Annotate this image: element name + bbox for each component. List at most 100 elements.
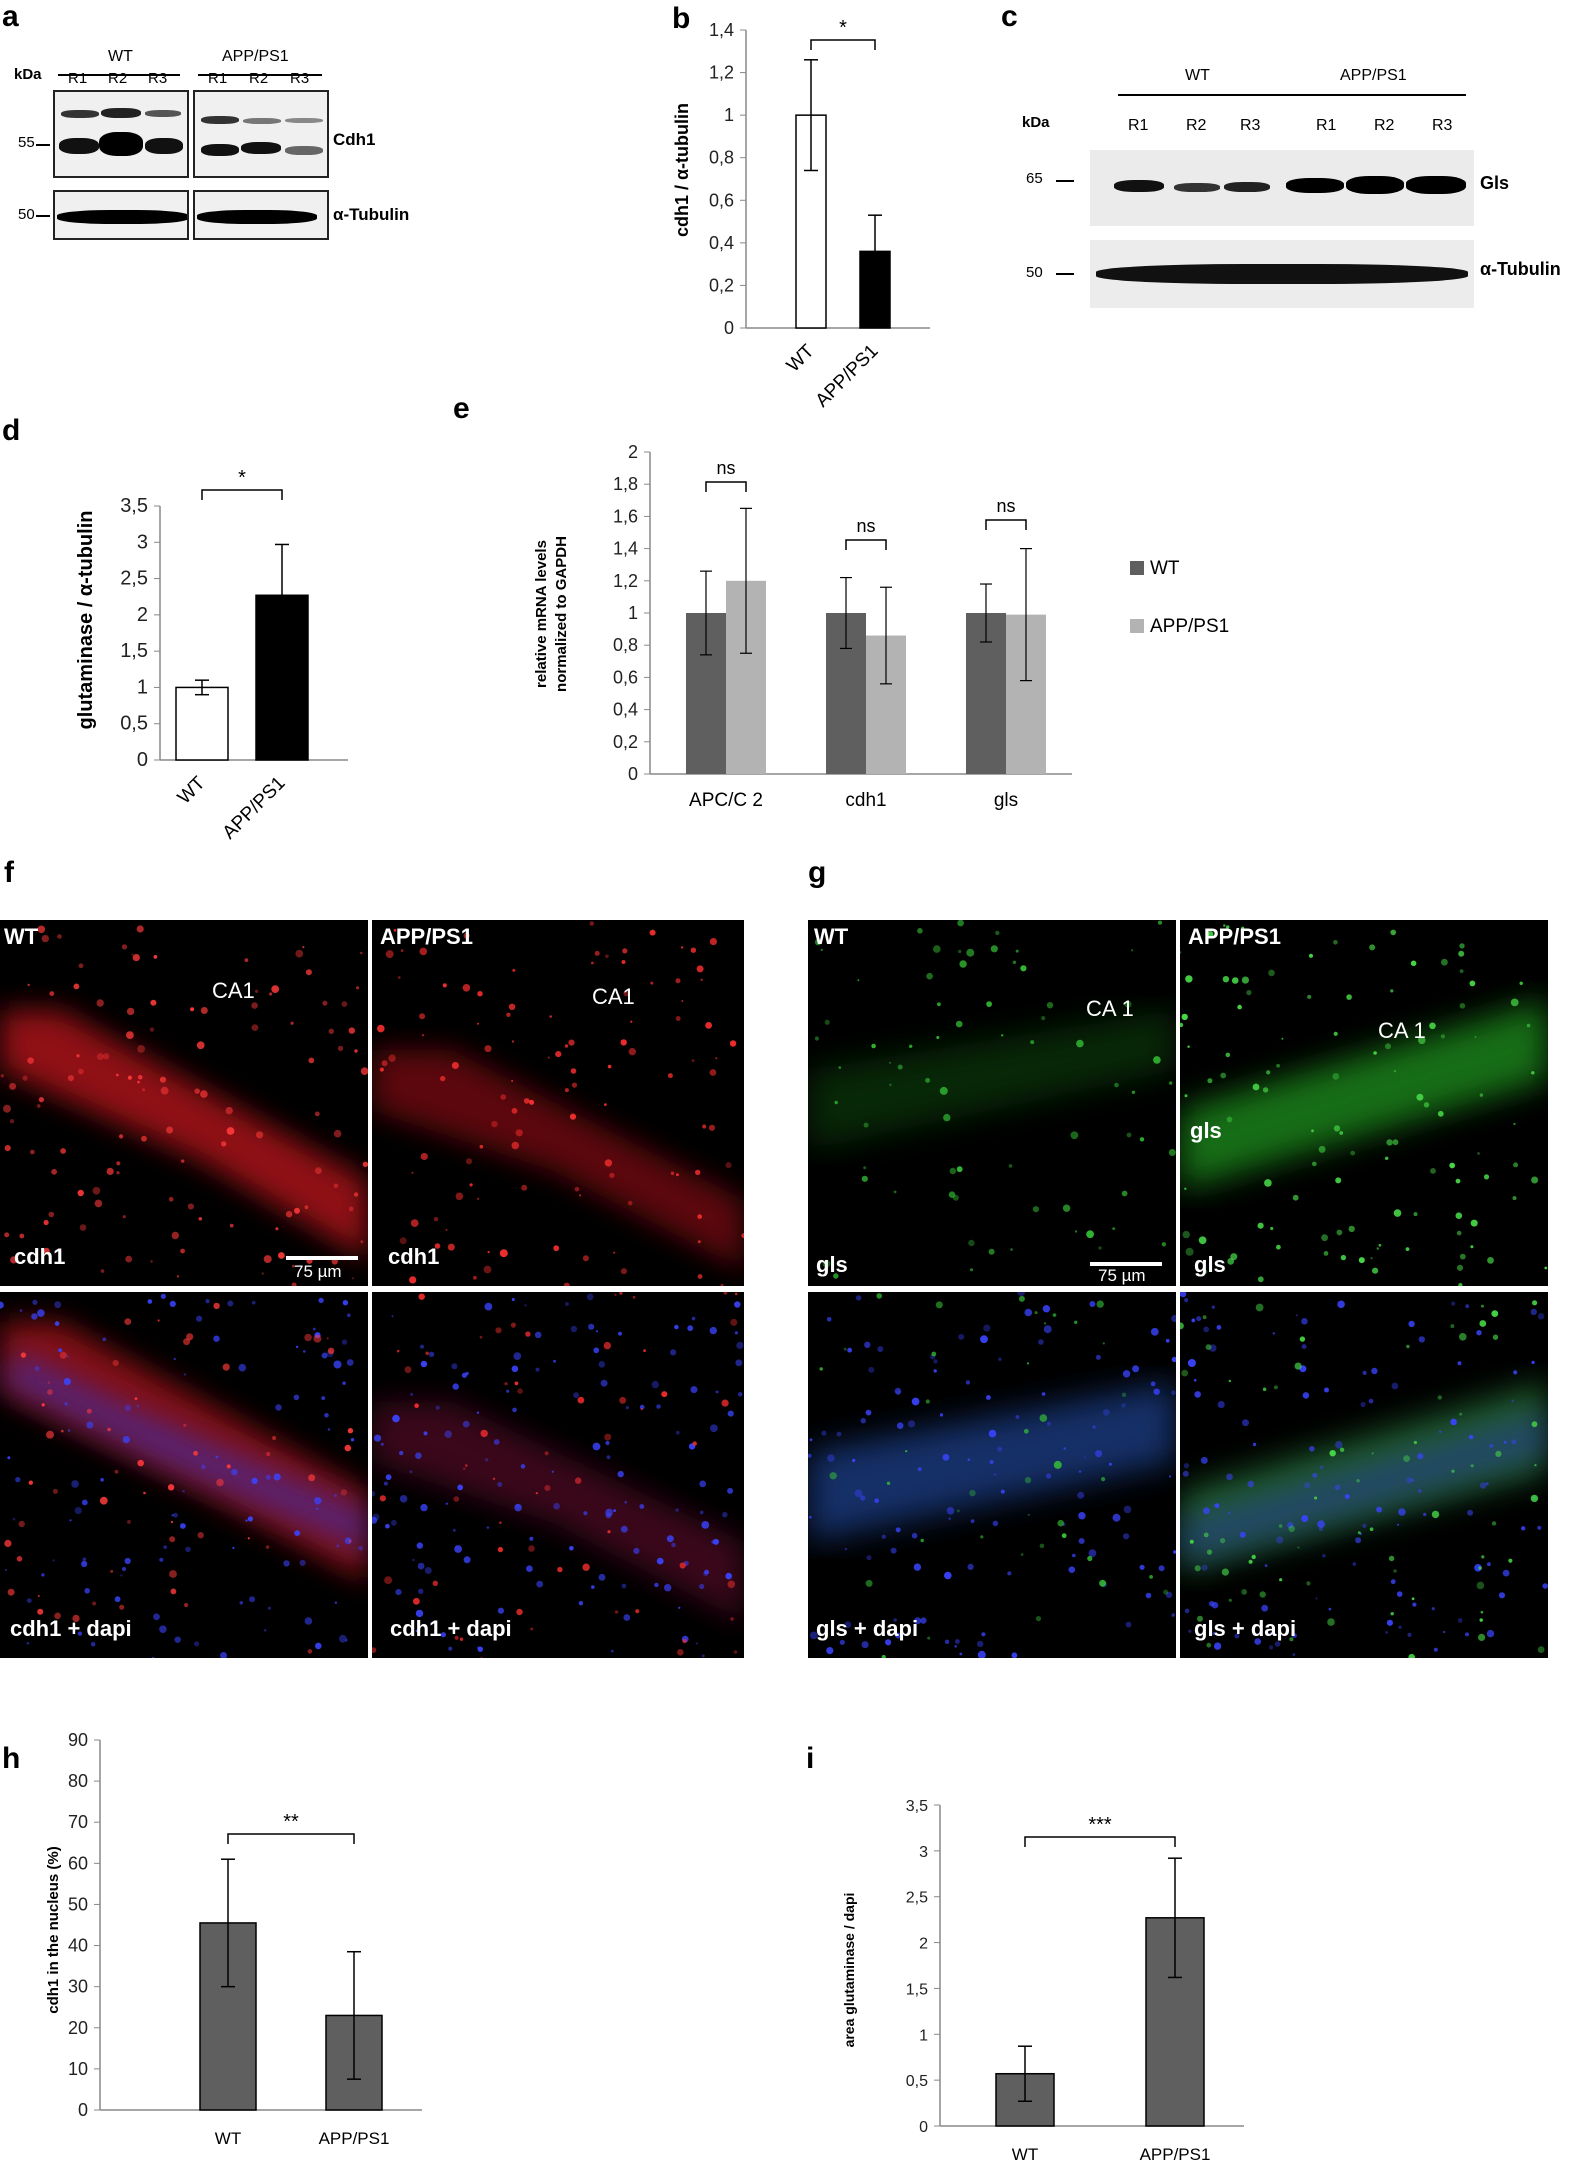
cell-speck bbox=[722, 1512, 728, 1518]
cell-speck bbox=[1139, 1564, 1145, 1570]
cell-speck bbox=[1530, 1308, 1537, 1316]
cell-speck bbox=[511, 1107, 518, 1114]
scale-bar-label: 75 µm bbox=[1098, 1266, 1146, 1285]
cell-speck bbox=[1103, 1409, 1110, 1416]
cell-speck bbox=[609, 1172, 615, 1179]
protein-label-tubulin: α-Tubulin bbox=[1480, 259, 1561, 279]
cell-speck bbox=[1530, 1494, 1539, 1503]
cell-speck bbox=[1168, 1475, 1172, 1478]
cell-speck bbox=[22, 1075, 28, 1081]
cell-speck bbox=[569, 1546, 574, 1551]
cell-speck bbox=[570, 1325, 578, 1333]
x-tick-label: WT bbox=[215, 2129, 241, 2148]
cell-speck bbox=[553, 1359, 557, 1363]
cell-speck bbox=[701, 1521, 710, 1529]
cell-speck bbox=[337, 1045, 344, 1052]
cell-speck bbox=[1355, 1537, 1362, 1544]
cell-speck bbox=[526, 1565, 533, 1572]
cell-speck bbox=[1184, 1187, 1187, 1190]
marker-65: 65 bbox=[1026, 170, 1043, 187]
cell-speck bbox=[589, 921, 595, 926]
cell-speck bbox=[535, 1367, 540, 1372]
cell-speck bbox=[1257, 1276, 1264, 1283]
cell-speck bbox=[1223, 924, 1226, 927]
cell-speck bbox=[705, 1022, 712, 1029]
cell-speck bbox=[114, 1596, 121, 1603]
cell-speck bbox=[30, 1149, 35, 1155]
cell-speck bbox=[1459, 969, 1464, 973]
y-tick-label: 2 bbox=[628, 442, 638, 462]
cell-speck bbox=[9, 1119, 15, 1124]
micrograph-f-app-merge bbox=[372, 1292, 744, 1658]
cell-speck bbox=[564, 1302, 569, 1306]
cell-speck bbox=[249, 1596, 256, 1603]
cell-speck bbox=[1449, 1162, 1456, 1169]
cell-speck bbox=[515, 1129, 523, 1137]
cell-speck bbox=[675, 1173, 679, 1177]
cell-speck bbox=[78, 1068, 84, 1075]
cell-speck bbox=[173, 1512, 178, 1518]
cell-speck bbox=[893, 1618, 897, 1622]
cell-speck bbox=[889, 1061, 892, 1064]
cell-speck bbox=[1041, 1016, 1046, 1021]
cell-speck bbox=[180, 1248, 186, 1254]
cell-speck bbox=[1455, 1178, 1461, 1184]
cell-speck bbox=[1057, 1519, 1064, 1527]
cell-speck bbox=[419, 947, 428, 956]
cell-speck bbox=[452, 1383, 459, 1390]
cell-speck bbox=[1407, 1632, 1412, 1637]
cell-speck bbox=[1112, 1227, 1116, 1230]
cell-speck bbox=[372, 1647, 377, 1653]
cell-speck bbox=[676, 1430, 680, 1435]
significance-mark: ns bbox=[996, 496, 1015, 516]
cell-speck bbox=[19, 1309, 23, 1312]
cell-speck bbox=[1203, 1326, 1210, 1333]
cell-speck bbox=[1479, 1093, 1484, 1097]
cell-speck bbox=[1226, 1473, 1233, 1481]
cell-speck bbox=[84, 1588, 90, 1594]
cell-speck bbox=[691, 1059, 695, 1062]
cell-speck bbox=[333, 1183, 339, 1189]
y-tick-label: 1 bbox=[628, 603, 638, 623]
cell-speck bbox=[396, 1349, 400, 1353]
cell-speck bbox=[1370, 1257, 1373, 1260]
x-tick-label: gls bbox=[994, 790, 1018, 811]
cell-speck bbox=[1171, 1613, 1175, 1617]
cell-speck bbox=[473, 1275, 477, 1280]
cell-speck bbox=[824, 1019, 830, 1025]
cell-speck bbox=[1321, 1234, 1328, 1242]
cell-speck bbox=[149, 1027, 155, 1032]
cell-speck bbox=[37, 1104, 41, 1108]
cell-speck bbox=[26, 1598, 32, 1603]
cell-speck bbox=[1318, 1527, 1323, 1531]
cell-speck bbox=[1161, 1242, 1167, 1247]
cell-speck bbox=[351, 1277, 354, 1280]
cell-speck bbox=[77, 1631, 83, 1636]
cell-speck bbox=[1360, 1401, 1366, 1408]
cell-speck bbox=[372, 1513, 380, 1521]
cell-speck bbox=[424, 1567, 432, 1574]
cell-speck bbox=[1185, 975, 1193, 983]
panel-letter-b: b bbox=[672, 2, 690, 35]
cell-speck bbox=[1465, 1304, 1470, 1309]
cell-speck bbox=[480, 1656, 483, 1658]
kda-label: kDa bbox=[14, 66, 42, 83]
cell-speck bbox=[499, 1521, 502, 1524]
cell-speck bbox=[725, 1572, 732, 1580]
cell-speck bbox=[124, 1318, 132, 1325]
cell-speck bbox=[457, 1484, 464, 1491]
cell-speck bbox=[1417, 1489, 1422, 1493]
cell-speck bbox=[122, 1215, 126, 1219]
y-tick-label: 80 bbox=[68, 1771, 88, 1791]
cell-speck bbox=[484, 1302, 493, 1311]
cell-speck bbox=[907, 1420, 916, 1428]
cell-speck bbox=[1413, 1212, 1418, 1217]
y-tick-label: 1,4 bbox=[613, 539, 638, 559]
cell-speck bbox=[435, 1405, 440, 1410]
cell-speck bbox=[620, 1268, 627, 1275]
cell-speck bbox=[227, 1300, 234, 1307]
cell-speck bbox=[350, 1438, 355, 1442]
y-tick-label: 0 bbox=[724, 318, 734, 338]
cell-speck bbox=[1526, 1023, 1531, 1028]
cell-speck bbox=[1376, 1247, 1380, 1250]
